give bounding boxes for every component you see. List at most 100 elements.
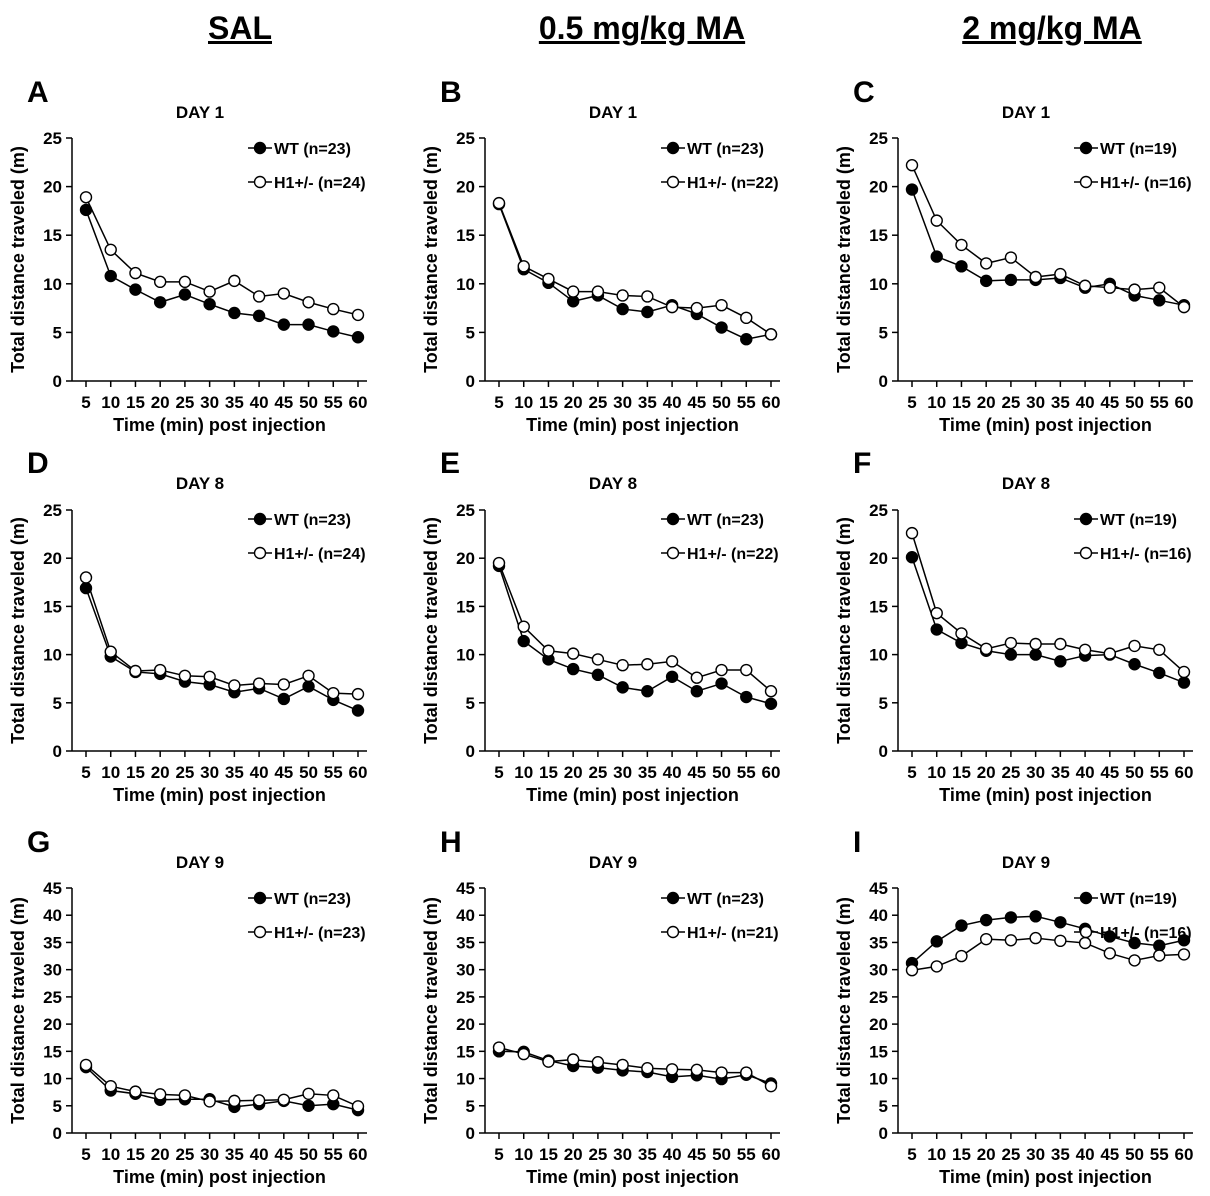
x-tick-label: 40 [250, 1145, 269, 1164]
x-tick-label: 50 [299, 1145, 318, 1164]
column-header-sal: SAL [208, 10, 272, 46]
y-tick-label: 45 [869, 879, 888, 898]
data-point-filled [277, 692, 291, 706]
x-tick-label: 60 [1175, 763, 1194, 782]
data-point-filled [203, 298, 216, 311]
data-point-open [1078, 279, 1092, 292]
y-tick-label: 5 [466, 694, 475, 713]
data-point-filled [764, 697, 778, 710]
x-tick-label: 45 [274, 393, 293, 412]
y-tick-label: 15 [43, 226, 62, 245]
data-point-open [79, 571, 93, 584]
data-point-filled [641, 685, 654, 698]
legend-marker [666, 891, 680, 905]
series-line [85, 196, 359, 316]
y-axis-label: Total distance traveled (m) [834, 897, 854, 1124]
data-point-open [566, 285, 580, 298]
data-point-open [252, 290, 266, 303]
data-point-filled [1004, 911, 1018, 924]
x-axis-label: Time (min) post injection [113, 785, 326, 805]
x-tick-label: 20 [564, 763, 583, 782]
x-tick-label: 25 [588, 763, 607, 782]
data-point-filled [252, 309, 266, 323]
panel-title: DAY 1 [589, 103, 637, 122]
x-axis-label: Time (min) post injection [939, 785, 1152, 805]
data-point-open [1029, 931, 1042, 945]
legend-marker [1079, 512, 1093, 526]
data-point-filled [327, 325, 340, 338]
legend-marker [666, 175, 680, 189]
x-tick-label: 15 [952, 393, 971, 412]
data-point-open [1029, 637, 1042, 651]
x-tick-label: 10 [927, 763, 946, 782]
data-point-filled [302, 1099, 315, 1112]
y-tick-label: 0 [53, 742, 62, 761]
data-point-filled [1177, 676, 1191, 689]
data-point-open [740, 311, 753, 325]
data-point-open [492, 196, 506, 210]
data-point-open [1177, 300, 1191, 314]
data-point-open [178, 275, 192, 289]
x-tick-label: 10 [101, 1145, 120, 1164]
series-line [85, 1066, 359, 1111]
data-point-open [517, 620, 530, 633]
data-point-open [228, 679, 241, 692]
x-tick-label: 40 [250, 393, 269, 412]
y-tick-label: 10 [43, 646, 62, 665]
x-tick-label: 20 [564, 393, 583, 412]
y-tick-label: 10 [456, 1070, 475, 1089]
x-tick-label: 10 [514, 393, 533, 412]
legend-label: H1+/- (n=16) [1100, 925, 1192, 942]
data-point-filled [1128, 658, 1141, 671]
x-tick-label: 40 [663, 1145, 682, 1164]
data-point-filled [517, 634, 530, 648]
x-tick-label: 55 [1150, 763, 1169, 782]
x-tick-label: 5 [907, 393, 916, 412]
x-tick-label: 50 [299, 393, 318, 412]
data-point-filled [740, 333, 753, 346]
data-point-open [1103, 281, 1117, 294]
x-tick-label: 50 [299, 763, 318, 782]
y-tick-label: 20 [869, 549, 888, 568]
data-point-open [690, 671, 704, 684]
data-point-open [566, 1053, 580, 1066]
y-tick-label: 25 [869, 129, 888, 148]
x-tick-label: 35 [1051, 763, 1070, 782]
y-tick-label: 5 [466, 1097, 475, 1116]
x-tick-label: 45 [1100, 1145, 1119, 1164]
data-point-open [277, 678, 291, 691]
data-point-open [641, 1062, 654, 1075]
panel-letter: I [853, 826, 861, 859]
x-tick-label: 15 [539, 763, 558, 782]
data-point-filled [1029, 910, 1042, 923]
x-tick-label: 25 [588, 1145, 607, 1164]
y-tick-label: 20 [43, 1015, 62, 1034]
x-tick-label: 35 [1051, 393, 1070, 412]
y-tick-label: 0 [466, 1124, 475, 1143]
panel-title: DAY 8 [589, 474, 637, 493]
x-axis-label: Time (min) post injection [526, 785, 739, 805]
x-tick-label: 60 [349, 1145, 368, 1164]
data-point-open [616, 659, 629, 672]
x-tick-label: 30 [1026, 763, 1045, 782]
data-point-open [905, 159, 919, 172]
data-point-filled [79, 203, 93, 217]
y-tick-label: 20 [869, 178, 888, 197]
data-point-open [690, 1063, 704, 1077]
y-axis-label: Total distance traveled (m) [8, 146, 28, 373]
x-tick-label: 25 [1001, 763, 1020, 782]
panel-letter: F [853, 447, 871, 480]
data-point-open [79, 1058, 93, 1072]
data-point-open [616, 289, 629, 302]
y-tick-label: 20 [456, 549, 475, 568]
data-point-filled [1153, 294, 1166, 307]
data-point-open [203, 670, 216, 683]
x-tick-label: 30 [200, 763, 219, 782]
legend-marker [1079, 891, 1093, 905]
data-point-filled [351, 704, 365, 717]
data-point-filled [740, 690, 753, 704]
x-tick-label: 40 [1076, 1145, 1095, 1164]
